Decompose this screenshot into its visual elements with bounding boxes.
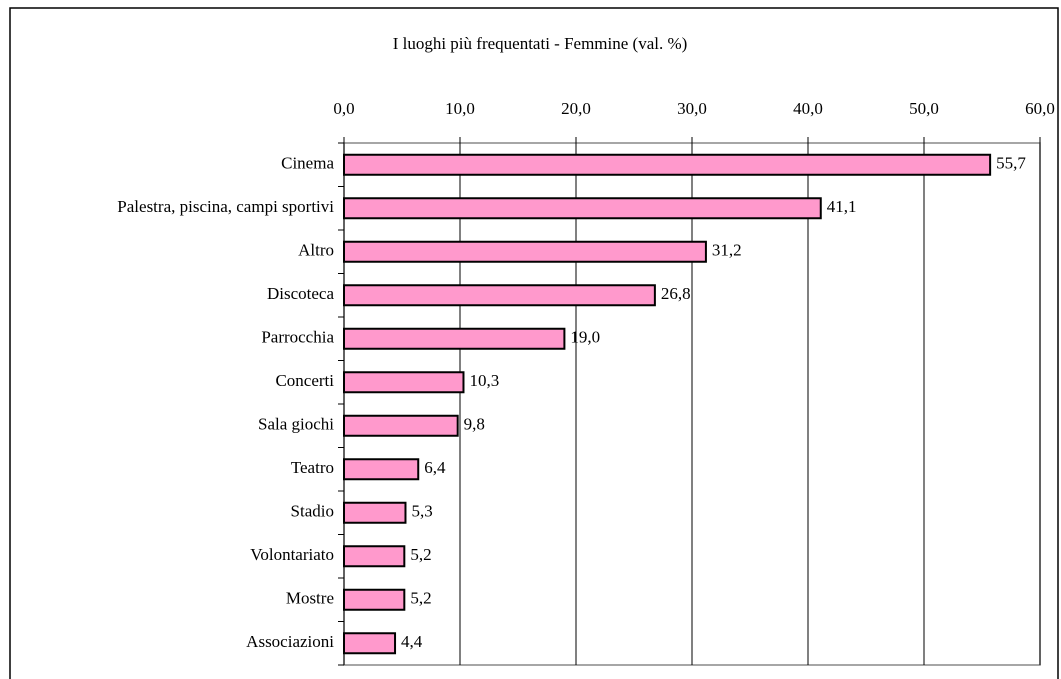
bar [343, 371, 465, 394]
bar [343, 458, 420, 481]
data-label: 5,2 [410, 589, 431, 608]
data-label: 41,1 [827, 197, 857, 216]
bar [343, 197, 822, 220]
data-label: 55,7 [996, 154, 1026, 173]
y-tick-label: Volontariato [250, 545, 334, 564]
data-label: 26,8 [661, 284, 691, 303]
bar [343, 588, 406, 611]
chart-title: I luoghi più frequentati - Femmine (val.… [393, 34, 688, 53]
bar [343, 632, 397, 655]
y-tick-label: Cinema [281, 154, 334, 173]
bar [343, 545, 406, 568]
x-tick-label: 40,0 [793, 99, 823, 118]
x-tick-label: 50,0 [909, 99, 939, 118]
y-tick-label: Teatro [291, 458, 334, 477]
y-tick-label: Parrocchia [261, 328, 334, 347]
y-tick-label: Palestra, piscina, campi sportivi [117, 197, 334, 216]
bar [343, 153, 992, 176]
x-tick-label: 0,0 [333, 99, 354, 118]
bar [343, 414, 459, 437]
data-label: 10,3 [469, 371, 499, 390]
data-label: 4,4 [401, 632, 423, 651]
y-tick-label: Mostre [286, 589, 334, 608]
y-tick-label: Concerti [275, 371, 334, 390]
data-label: 9,8 [464, 415, 485, 434]
data-label: 6,4 [424, 458, 446, 477]
bar [343, 284, 656, 307]
y-tick-label: Sala giochi [258, 415, 334, 434]
bar [343, 327, 566, 350]
data-label: 19,0 [570, 328, 600, 347]
y-tick-label: Associazioni [246, 632, 334, 651]
data-label: 31,2 [712, 241, 742, 260]
data-label: 5,3 [411, 502, 432, 521]
y-tick-label: Discoteca [267, 284, 334, 303]
bar [343, 501, 407, 524]
y-tick-label: Altro [298, 241, 334, 260]
x-tick-label: 60,0 [1025, 99, 1055, 118]
x-tick-label: 30,0 [677, 99, 707, 118]
x-tick-label: 10,0 [445, 99, 475, 118]
data-label: 5,2 [410, 545, 431, 564]
y-tick-label: Stadio [291, 502, 334, 521]
bar [343, 240, 707, 263]
x-tick-label: 20,0 [561, 99, 591, 118]
